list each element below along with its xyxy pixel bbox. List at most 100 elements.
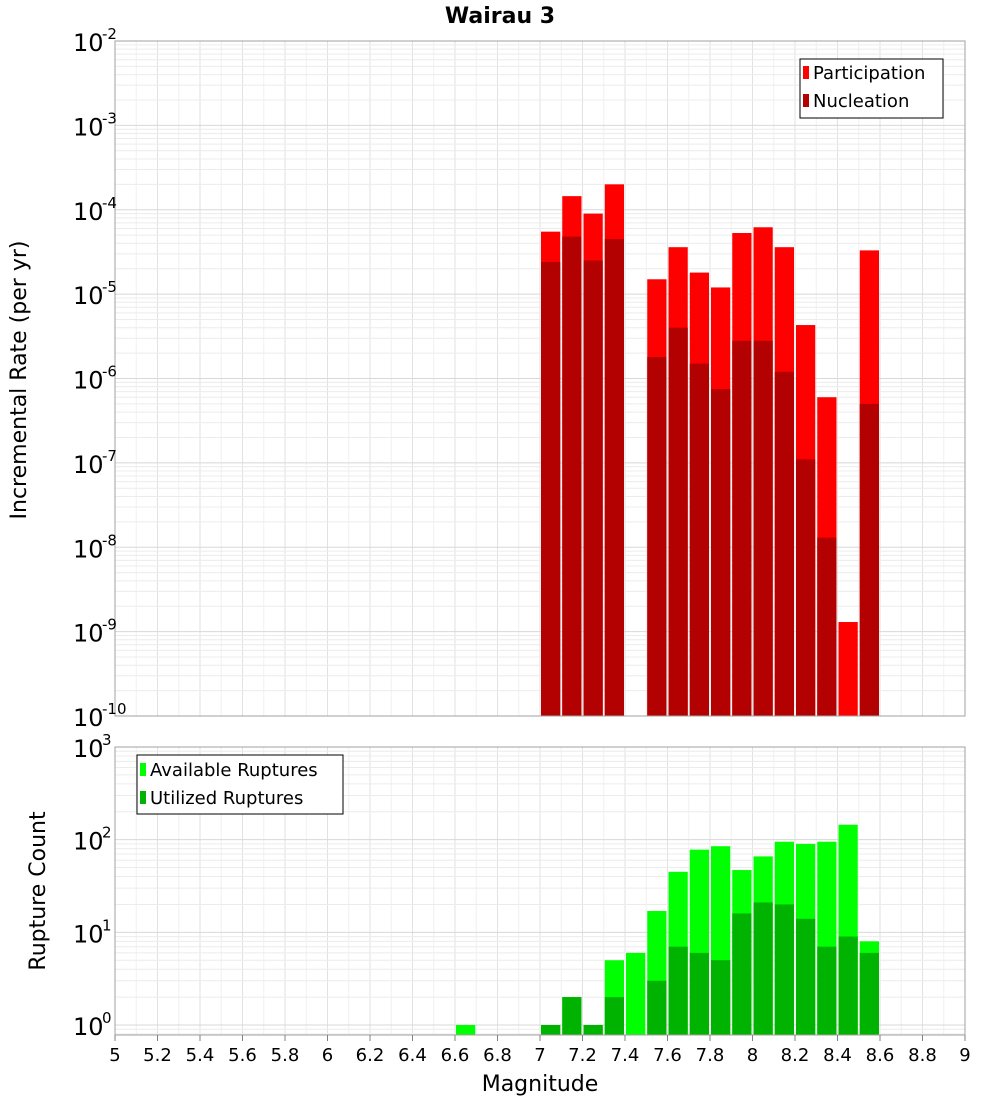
x-tick-label: 8.8	[908, 1045, 937, 1066]
y-tick-label: 10	[73, 198, 104, 226]
y-tick-label: 10	[73, 620, 104, 648]
bar-participation-8.45	[838, 622, 858, 716]
y-tick-exponent: 2	[102, 824, 112, 842]
bar-nucleation-7.75	[689, 363, 709, 716]
legend-available-label: Available Ruptures	[150, 760, 318, 781]
bar-nucleation-7.65	[668, 327, 688, 716]
bottom-legend-box	[136, 754, 344, 815]
bottom-panel-bars	[456, 824, 879, 1035]
bar-available-6.65	[456, 1025, 476, 1035]
legend-participation-label: Participation	[813, 63, 925, 84]
x-tick-label: 7.4	[611, 1045, 640, 1066]
bar-utilized-7.05	[541, 1025, 561, 1035]
legend-participation-swatch	[803, 66, 809, 79]
x-tick-label: 5.6	[228, 1045, 257, 1066]
y-tick-label: 10	[73, 367, 104, 395]
y-tick-exponent: -9	[102, 616, 117, 634]
legend-utilized-label: Utilized Ruptures	[150, 788, 303, 809]
y-tick-label: 10	[73, 113, 104, 141]
y-tick-label: 10	[73, 704, 104, 732]
bar-nucleation-7.25	[583, 260, 603, 716]
bar-utilized-8.05	[753, 902, 773, 1035]
y-tick-exponent: -6	[102, 363, 117, 381]
bar-utilized-8.55	[859, 952, 879, 1035]
x-tick-label: 8.4	[823, 1045, 852, 1066]
x-tick-label: 7.6	[653, 1045, 682, 1066]
x-tick-label: 6	[322, 1045, 333, 1066]
top-legend: Participation Nucleation	[799, 58, 944, 119]
x-tick-label: 5.2	[143, 1045, 172, 1066]
legend-utilized-swatch	[140, 791, 146, 804]
y-tick-label: 10	[73, 828, 104, 856]
y-tick-exponent: -2	[102, 25, 117, 43]
legend-nucleation-label: Nucleation	[813, 91, 909, 112]
bar-utilized-8.25	[796, 918, 816, 1035]
bar-utilized-8.35	[817, 946, 837, 1035]
bar-available-7.45	[626, 952, 646, 1035]
y-tick-exponent: 0	[102, 1009, 112, 1027]
y-tick-exponent: 3	[102, 731, 112, 749]
y-tick-label: 10	[73, 920, 104, 948]
x-tick-label: 8.6	[866, 1045, 895, 1066]
x-tick-label: 5.4	[186, 1045, 215, 1066]
y-tick-label: 10	[73, 451, 104, 479]
x-tick-label: 8.2	[781, 1045, 810, 1066]
x-tick-label: 5.8	[271, 1045, 300, 1066]
x-tick-label: 7	[534, 1045, 545, 1066]
bottom-legend: Available Ruptures Utilized Ruptures	[136, 754, 344, 815]
x-tick-label: 6.4	[398, 1045, 427, 1066]
y-tick-exponent: -5	[102, 278, 117, 296]
x-tick-label: 8	[747, 1045, 758, 1066]
x-tick-label: 6.8	[483, 1045, 512, 1066]
x-tick-label: 9	[959, 1045, 970, 1066]
top-panel-bars	[541, 184, 879, 717]
top-panel-y-axis-label: Incremental Rate (per yr)	[7, 241, 32, 520]
bar-utilized-7.65	[668, 946, 688, 1035]
y-tick-label: 10	[73, 735, 104, 763]
bar-nucleation-7.95	[732, 340, 752, 716]
bar-nucleation-8.05	[753, 340, 773, 716]
bar-utilized-7.15	[562, 997, 582, 1035]
x-tick-label: 5	[109, 1045, 120, 1066]
y-tick-exponent: -10	[102, 700, 127, 718]
bar-utilized-7.95	[732, 913, 752, 1035]
y-tick-label: 10	[73, 282, 104, 310]
x-tick-label: 6.6	[441, 1045, 470, 1066]
bar-nucleation-7.35	[604, 239, 624, 716]
top-legend-box	[799, 58, 944, 119]
bar-utilized-7.85	[711, 960, 731, 1035]
x-tick-label: 7.8	[696, 1045, 725, 1066]
y-tick-exponent: 1	[102, 916, 112, 934]
y-tick-exponent: -8	[102, 531, 117, 549]
y-tick-exponent: -3	[102, 109, 117, 127]
bar-nucleation-7.05	[541, 262, 561, 716]
y-tick-label: 10	[73, 535, 104, 563]
top-panel-frame	[114, 40, 966, 717]
bar-utilized-8.45	[838, 936, 858, 1035]
y-tick-label: 10	[73, 29, 104, 57]
bar-nucleation-8.55	[859, 403, 879, 716]
x-axis-label: Magnitude	[482, 1072, 599, 1097]
bar-nucleation-7.15	[562, 236, 582, 716]
bar-nucleation-7.85	[711, 389, 731, 716]
y-tick-exponent: -4	[102, 194, 117, 212]
bar-utilized-7.55	[647, 980, 667, 1035]
bar-nucleation-8.35	[817, 537, 837, 716]
bar-utilized-7.25	[583, 1025, 603, 1035]
chart-title: Wairau 3	[445, 4, 555, 29]
x-tick-label: 6.2	[356, 1045, 385, 1066]
x-tick-label: 7.2	[568, 1045, 597, 1066]
bar-utilized-8.15	[774, 904, 794, 1035]
bar-utilized-7.35	[604, 997, 624, 1035]
x-axis-ticks: 5 5.2 5.4 5.6 5.8 6 6.2 6.4 6.6 6.8 7 7.2 7.4 7.6 7.8 8…	[109, 1035, 971, 1066]
legend-nucleation-swatch	[803, 94, 809, 107]
bar-nucleation-8.25	[796, 459, 816, 716]
bar-nucleation-8.15	[774, 371, 794, 716]
bottom-panel-y-axis-label: Rupture Count	[26, 811, 51, 971]
top-panel-grid	[115, 41, 965, 716]
legend-available-swatch	[140, 763, 146, 776]
y-tick-exponent: -7	[102, 447, 117, 465]
